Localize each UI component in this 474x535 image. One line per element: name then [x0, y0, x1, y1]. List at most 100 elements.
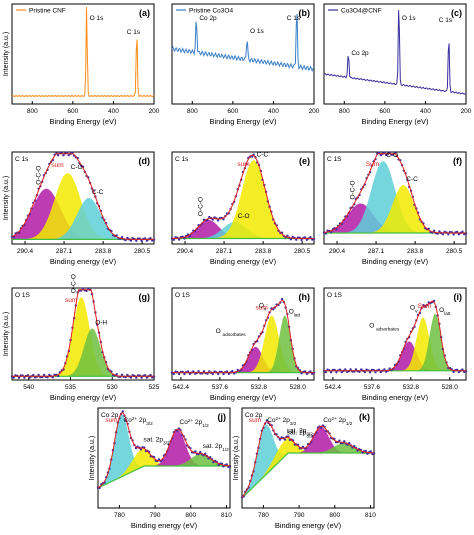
- raw-data-point: [216, 219, 220, 222]
- raw-data-point: [388, 367, 391, 370]
- spectrum-line: [11, 6, 155, 98]
- x-tick-label: 790: [150, 512, 161, 519]
- raw-data-point: [222, 372, 225, 376]
- panel-b: 800 600 400 200 Binding Energy (eV) (b) Pristi…: [171, 3, 320, 126]
- component-peak: [12, 198, 154, 240]
- raw-data-point: [120, 236, 124, 239]
- y-axis-label: Intensity (a.u.): [3, 312, 10, 356]
- x-tick-label: 540: [23, 384, 34, 391]
- raw-data-point: [311, 372, 314, 375]
- x-tick-label: 280.5: [134, 248, 151, 255]
- x-tick-label: 280.5: [446, 248, 463, 255]
- x-axis-label: Binding energy (eV): [210, 257, 277, 266]
- raw-data-point: [177, 372, 181, 376]
- raw-data-point: [192, 370, 195, 373]
- raw-data-point: [149, 237, 152, 240]
- sum-line: [324, 300, 466, 372]
- peak-annotation: O-C-O: [350, 180, 357, 199]
- raw-data-point: [324, 232, 327, 235]
- x-axis-label: Binding Energy (eV): [361, 117, 429, 126]
- sum-line: [241, 421, 374, 498]
- plot-frame: [11, 3, 155, 105]
- x-axis-label: Binding energy (eV): [362, 257, 429, 266]
- peak-annotation: C-C: [257, 151, 269, 158]
- raw-data-point: [338, 439, 341, 442]
- raw-data-point: [157, 458, 161, 461]
- component-peak: [12, 328, 154, 377]
- sum-line: [12, 289, 154, 377]
- sum-line: [172, 154, 314, 239]
- peak-annotation: O-H: [95, 319, 107, 326]
- raw-data-point: [320, 426, 323, 429]
- panel-f: 290.4 287.1 283.8 280.5 Binding energy (eV) (…: [322, 151, 468, 266]
- raw-data-point: [197, 370, 200, 373]
- panel-title: O 1S: [175, 292, 190, 299]
- raw-data-point: [452, 233, 455, 236]
- sum-label: sum: [237, 161, 249, 168]
- raw-data-point: [441, 233, 445, 236]
- component-peak: [324, 185, 466, 233]
- background-line: [97, 465, 230, 489]
- raw-data-point: [354, 368, 358, 371]
- raw-data-point: [145, 376, 149, 379]
- peak-annotation: C-C: [406, 176, 418, 183]
- raw-data-point: [368, 371, 372, 374]
- raw-data-point: [278, 438, 282, 441]
- raw-data-point: [71, 151, 74, 154]
- raw-data-point: [23, 376, 26, 379]
- x-tick-label: 200: [149, 108, 160, 115]
- peak-annotation: O-C-O: [70, 274, 77, 293]
- peak-annotation: sat. 2p3/2: [287, 427, 313, 436]
- peak-annotation: Co2+ 2p3/2: [267, 416, 297, 426]
- x-tick-label: 400: [108, 108, 119, 115]
- plot-frame: [171, 151, 315, 245]
- panel-letter: (c): [451, 8, 462, 18]
- x-tick-label: 780: [258, 512, 269, 519]
- raw-data-point: [183, 237, 186, 240]
- panel-title: C 1s: [175, 156, 189, 163]
- raw-data-point: [17, 376, 21, 379]
- background-line: [241, 452, 374, 499]
- x-tick-label: 800: [339, 108, 350, 115]
- raw-data-point: [140, 376, 143, 379]
- x-tick-label: 535: [65, 384, 76, 391]
- raw-data-point: [360, 368, 363, 371]
- raw-data-point: [202, 370, 206, 373]
- sum-label: sum: [249, 417, 261, 424]
- legend-label: Pristine CNF: [29, 8, 66, 15]
- x-tick-label: 532.8: [251, 384, 268, 391]
- panel-title: C 1s: [15, 156, 29, 163]
- x-tick-label: 800: [185, 512, 196, 519]
- sum-line: [97, 412, 230, 489]
- raw-data-point: [324, 370, 327, 374]
- panel-letter: (e): [299, 156, 310, 166]
- peak-annotation: Co 2p: [351, 50, 369, 57]
- raw-data-point: [305, 238, 309, 241]
- panel-h: 542.4 537.6 532.8 528.0 Binding energy (eV) (…: [170, 287, 316, 402]
- panel-letter: (d): [139, 156, 151, 166]
- plot-frame: [323, 287, 467, 381]
- peak-annotation: sat. 2p3/2: [287, 429, 313, 438]
- raw-data-point: [67, 153, 71, 157]
- raw-data-point: [217, 372, 220, 376]
- sum-label: sum: [65, 297, 77, 304]
- raw-data-point: [438, 230, 441, 233]
- raw-data-point: [280, 297, 284, 301]
- x-tick-label: 532.8: [403, 384, 420, 391]
- panel-j: 780 790 800 810 Binding energy (eV) Intensity…: [89, 407, 232, 530]
- panel-letter: (g): [139, 292, 151, 302]
- sum-line: [323, 153, 466, 234]
- panel-title: Co 2p: [101, 412, 119, 419]
- x-tick-label: 528.0: [290, 384, 307, 391]
- raw-data-point: [283, 438, 287, 441]
- component-peak: [98, 430, 230, 488]
- x-tick-label: 287.1: [368, 248, 385, 255]
- raw-data-point: [363, 370, 366, 374]
- peak-annotation: sat. 2p3/2: [144, 436, 170, 445]
- raw-data-point: [199, 450, 202, 454]
- raw-data-point: [461, 368, 464, 371]
- panel-c: 800 600 400 200 Binding Energy (eV) (c) Co3O4@…: [323, 3, 472, 126]
- x-tick-label: 810: [365, 512, 376, 519]
- x-tick-label: 283.8: [407, 248, 424, 255]
